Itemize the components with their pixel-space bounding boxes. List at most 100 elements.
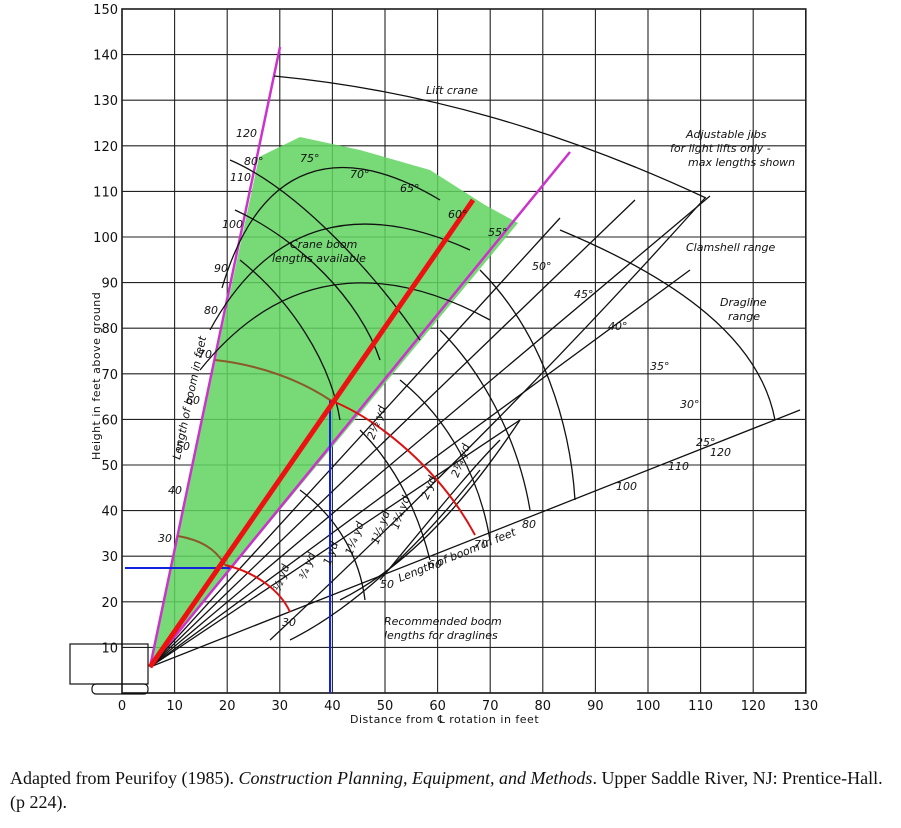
- dragline-label-line1: Dragline: [720, 296, 767, 309]
- axis-ticks: 0 10 20 30 40 50 60 70 80 90 100 110 120 130 10 20 30 40 5…: [93, 3, 818, 714]
- boundary-line-upper: [148, 46, 282, 668]
- y-tick-label: 120: [93, 140, 118, 155]
- x-tick-label: 120: [741, 699, 766, 714]
- boom-length-number: 80: [522, 518, 536, 531]
- y-axis-title: Height in feet above ground: [90, 292, 103, 460]
- boom-radius-arc: [399, 379, 491, 541]
- angle-label: 50°: [532, 260, 552, 273]
- x-tick-label: 90: [587, 699, 604, 714]
- y-tick-label: 10: [101, 641, 118, 656]
- angle-label: 80°: [244, 155, 264, 168]
- y-tick-label: 60: [101, 413, 118, 428]
- clamshell-label: Clamshell range: [686, 241, 775, 254]
- boom-length-number: 40: [168, 484, 182, 497]
- angle-label: 75°: [300, 152, 320, 165]
- boom-length-number: 110: [230, 171, 251, 184]
- boom-length-number: 60: [428, 558, 442, 571]
- y-tick-label: 70: [101, 368, 118, 383]
- x-tick-label: 70: [482, 699, 499, 714]
- boom-length-numbers-bottom: 30 50 60 70 80 100 110 120: [282, 446, 731, 629]
- bucket-size-label: 1¾ yd: [389, 493, 413, 531]
- x-tick-label: 110: [688, 699, 713, 714]
- caption-title: Construction Planning, Equipment, and Me…: [238, 768, 593, 788]
- crane-radius-arc: [229, 159, 421, 341]
- boom-length-numbers-left: 30 40 50 60 70 80 90 100 110 120: [158, 127, 257, 545]
- angle-label: 40°: [608, 320, 628, 333]
- y-tick-label: 80: [101, 322, 118, 337]
- crane-angle-arc-65: [199, 282, 491, 371]
- lift-crane-label: Lift crane: [426, 84, 478, 97]
- boom-radius-arc: [439, 329, 531, 511]
- crane-range-diagram: 0 10 20 30 40 50 60 70 80 90 100 110 120 130 10 20 30 40 5…: [69, 3, 818, 726]
- x-tick-label: 50: [377, 699, 394, 714]
- angle-label: 65°: [400, 182, 420, 195]
- y-tick-label: 30: [101, 550, 118, 565]
- boom-length-number: 50: [380, 578, 394, 591]
- boom-line: [149, 269, 691, 668]
- dragline-arc: [559, 229, 776, 421]
- boom-line: [149, 217, 561, 668]
- x-tick-label: 100: [636, 699, 661, 714]
- crane-angle-arc-70: [209, 223, 471, 331]
- boom-length-number: 80: [204, 304, 218, 317]
- boom-length-number: 30: [158, 532, 172, 545]
- bucket-size-label: ¾ yd: [297, 550, 319, 581]
- jibs-label-line2: for light lifts only -: [670, 142, 771, 155]
- x-tick-label: 40: [324, 699, 341, 714]
- x-tick-label: 60: [429, 699, 446, 714]
- x-tick-label: 10: [166, 699, 183, 714]
- boom-length-number: 100: [222, 218, 243, 231]
- boom-length-number: 100: [616, 480, 637, 493]
- boom-line-highlight: [147, 198, 476, 669]
- boom-length-number: 110: [668, 460, 689, 473]
- angle-label: 70°: [350, 168, 370, 181]
- boom-line: [149, 419, 521, 668]
- angle-label: 45°: [574, 288, 594, 301]
- crane-angle-arc-75: [221, 167, 441, 289]
- bucket-size-label: ½ yd: [271, 562, 293, 593]
- jibs-label-line1: Adjustable jibs: [685, 128, 767, 141]
- radius-arc-inner: [224, 564, 291, 613]
- y-tick-label: 100: [93, 231, 118, 246]
- clamshell-arc: [269, 197, 706, 641]
- boom-radius-arc: [359, 429, 431, 561]
- boom-length-number: 120: [236, 127, 257, 140]
- y-tick-label: 20: [101, 596, 118, 611]
- dragline-arc: [379, 439, 501, 581]
- boom-radius-arc: [479, 269, 576, 501]
- y-tick-label: 40: [101, 505, 118, 520]
- recommended-label-line1: Recommended boom: [384, 615, 502, 628]
- crane-boom-label-line1: Crane boom: [290, 238, 357, 251]
- dragline-label-line2: range: [728, 310, 760, 323]
- boom-length-number: 60: [186, 394, 200, 407]
- dragline-arc: [289, 469, 481, 641]
- caption-prefix: Adapted from Peurifoy (1985).: [10, 768, 239, 788]
- bucket-size-label: 1 yd: [321, 539, 342, 567]
- caption-suffix: . Upper Saddle River, NJ: Prentice-Hall.…: [10, 768, 883, 812]
- angle-labels: 80° 75° 70° 65° 60° 55° 50° 45° 40° 35° 30° 25°: [244, 152, 716, 449]
- y-tick-label: 140: [93, 49, 118, 64]
- x-axis-title: Distance from ℄ rotation in feet: [350, 713, 539, 726]
- y-tick-label: 50: [101, 459, 118, 474]
- bucket-size-label: 2 yd: [419, 473, 440, 501]
- x-tick-label: 0: [118, 699, 126, 714]
- angle-label: 35°: [650, 360, 670, 373]
- boom-line: [149, 409, 801, 668]
- boom-length-number: 50: [176, 440, 190, 453]
- x-tick-label: 20: [219, 699, 236, 714]
- crane-body-icon: [69, 643, 149, 695]
- crane-radius-arc: [234, 209, 381, 361]
- boom-length-number: 70: [198, 348, 212, 361]
- y-tick-label: 90: [101, 277, 118, 292]
- y-tick-label: 150: [93, 3, 118, 18]
- angle-label: 60°: [448, 208, 468, 221]
- angle-label: 25°: [696, 436, 716, 449]
- x-tick-label: 130: [793, 699, 818, 714]
- crane-boom-label-line2: lengths available: [272, 252, 366, 265]
- radius-arc-upper: [214, 359, 331, 401]
- angle-label: 30°: [680, 398, 700, 411]
- boom-length-number: 70: [474, 538, 488, 551]
- dragline-arc: [339, 419, 521, 601]
- boom-line: [149, 199, 636, 668]
- radius-arc-outer: [329, 399, 476, 536]
